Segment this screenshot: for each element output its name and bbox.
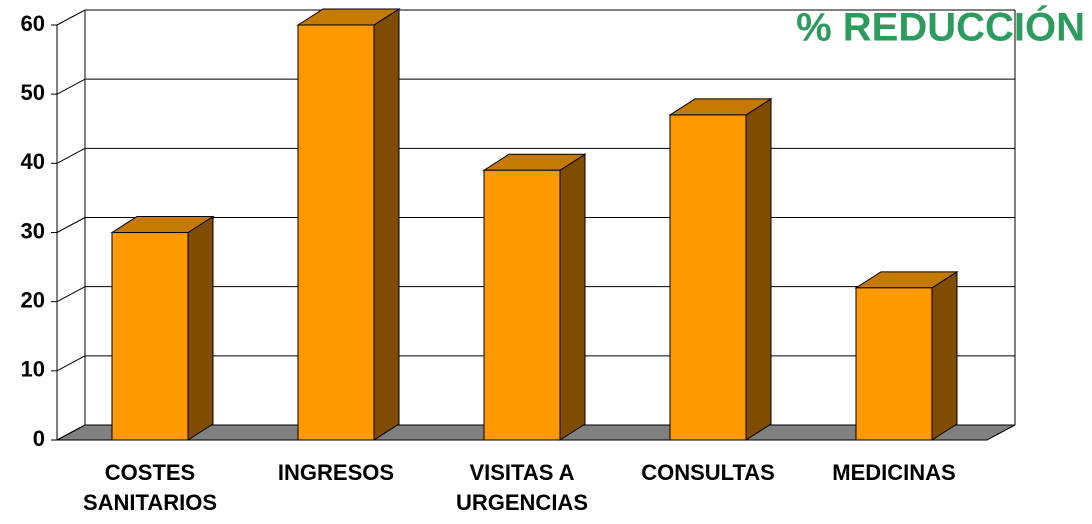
bar-front: [669, 114, 747, 441]
bar-front: [855, 287, 933, 441]
bar-side: [745, 98, 772, 441]
bar-side: [559, 153, 586, 441]
y-tick-label: 10: [21, 357, 45, 382]
bar-side: [931, 270, 958, 441]
y-tick-label: 60: [21, 11, 45, 36]
bar-side: [373, 8, 400, 441]
x-tick-label: INGRESOS: [277, 460, 395, 485]
x-tick-label: CONSULTAS: [641, 460, 775, 485]
y-tick-label: 0: [33, 426, 45, 451]
bar: [482, 153, 587, 441]
y-tick-label: 50: [21, 80, 45, 105]
x-tick-label: MEDICINAS: [832, 460, 956, 485]
grid-line: [56, 217, 86, 233]
bar: [110, 215, 215, 441]
grid-line: [56, 424, 86, 441]
grid-line: [56, 286, 86, 303]
bar-front: [483, 169, 561, 441]
y-tick-label: 30: [21, 218, 45, 243]
x-tick-label: COSTES SANITARIOS: [82, 460, 218, 515]
x-tick-label: VISITAS A URGENCIAS: [455, 460, 588, 515]
bar: [668, 98, 773, 441]
bar-side: [187, 215, 214, 441]
bar: [854, 270, 959, 441]
y-tick-label: 40: [21, 149, 45, 174]
bar-front: [297, 24, 375, 441]
bar: [296, 8, 401, 441]
y-tick-label: 20: [21, 287, 45, 312]
grid-line: [56, 9, 86, 26]
chart-title: % REDUCCIÓN: [796, 4, 1085, 50]
grid-line: [56, 78, 86, 95]
bar-front: [111, 232, 189, 441]
grid-line: [56, 147, 86, 164]
grid-line: [56, 355, 86, 372]
